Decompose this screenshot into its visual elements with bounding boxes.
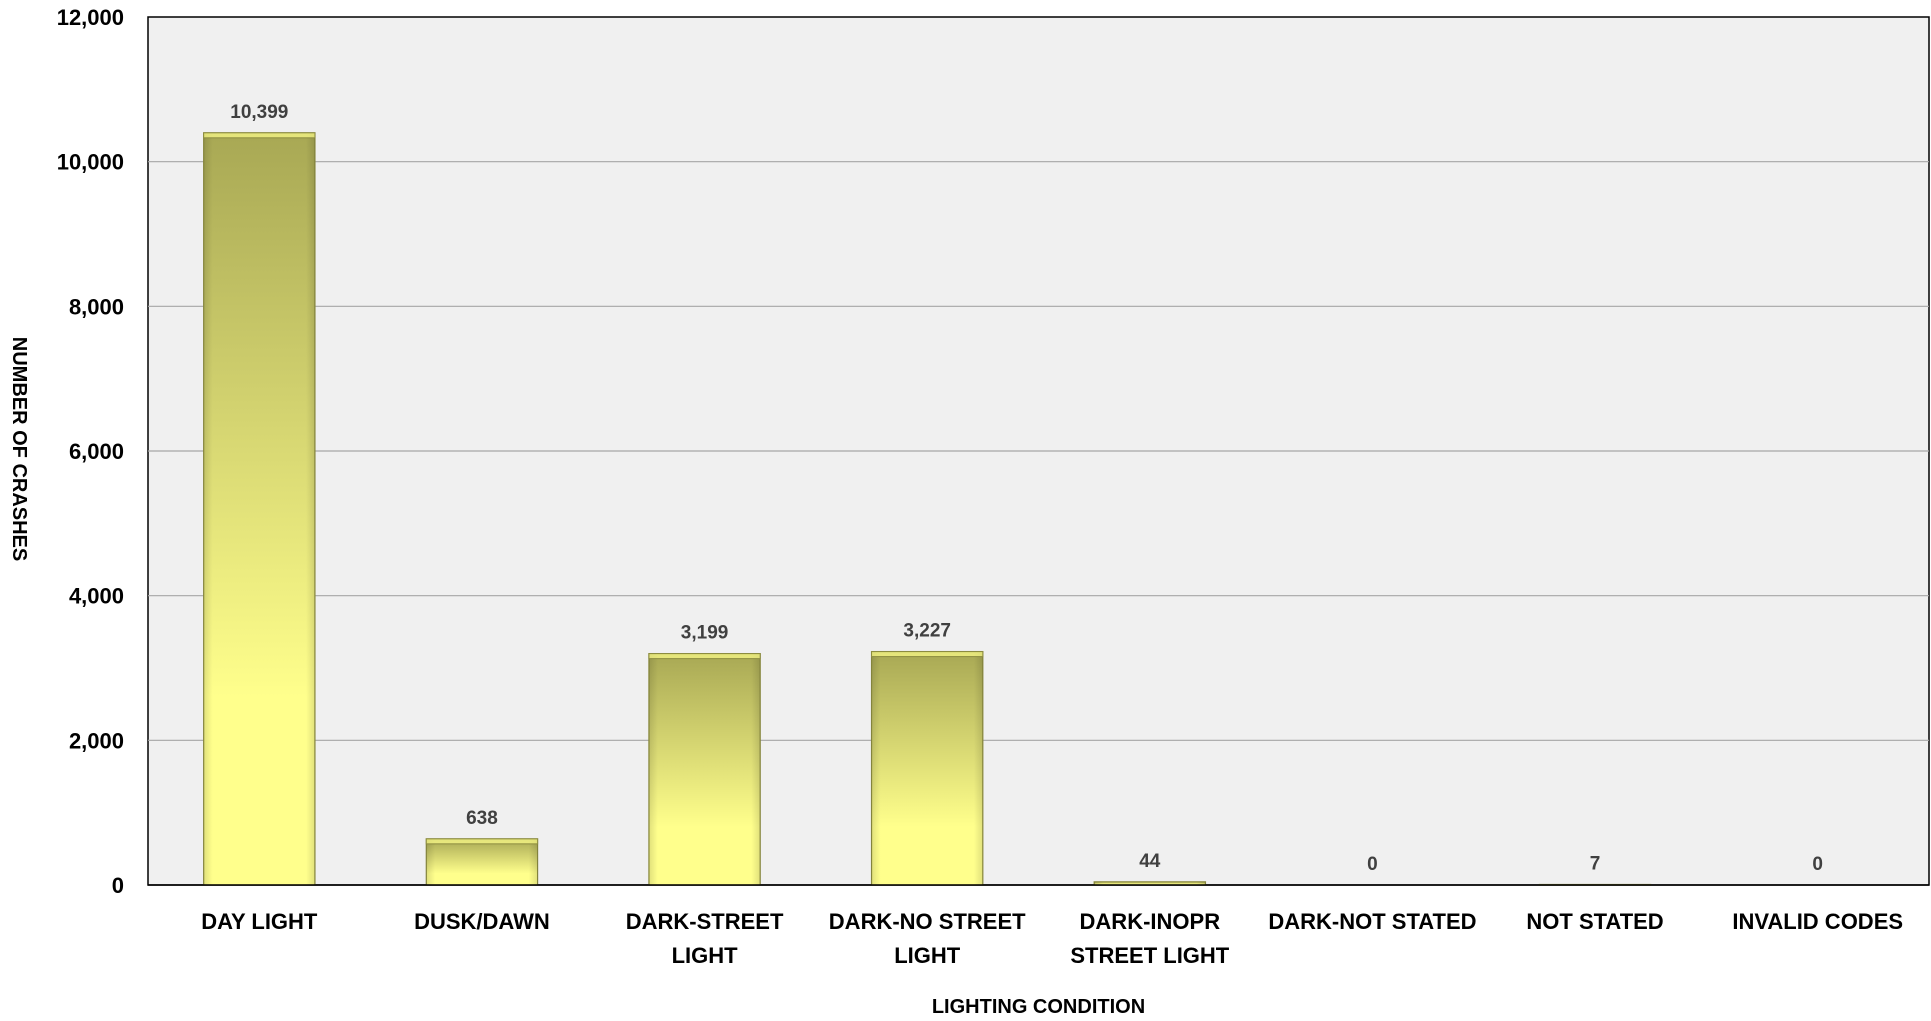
x-tick-label: DARK-STREET LIGHT bbox=[626, 909, 784, 968]
x-tick-label: DARK-INOPR STREET LIGHT bbox=[1070, 909, 1229, 968]
bar-shading bbox=[203, 132, 315, 885]
y-tick-label: 10,000 bbox=[57, 150, 124, 175]
bar-shading bbox=[871, 651, 983, 885]
data-label: 10,399 bbox=[230, 102, 288, 123]
y-tick-label: 8,000 bbox=[69, 294, 124, 319]
bar-top-cap bbox=[871, 651, 984, 658]
x-tick-label: INVALID CODES bbox=[1732, 909, 1903, 934]
y-tick-label: 2,000 bbox=[69, 728, 124, 753]
x-tick-label: DAY LIGHT bbox=[201, 909, 318, 934]
data-label: 0 bbox=[1367, 854, 1378, 875]
bar-top-cap bbox=[203, 132, 316, 139]
data-label: 0 bbox=[1812, 854, 1823, 875]
bar-top-cap bbox=[425, 838, 539, 845]
y-tick-label: 6,000 bbox=[69, 439, 124, 464]
bar-shading bbox=[426, 838, 538, 885]
data-label: 3,199 bbox=[681, 623, 729, 644]
bar-shading bbox=[1094, 881, 1206, 885]
y-axis-title: NUMBER OF CRASHES bbox=[8, 337, 30, 561]
bar-shading bbox=[648, 653, 761, 885]
x-tick-label: NOT STATED bbox=[1526, 909, 1663, 934]
data-label: 44 bbox=[1139, 851, 1161, 872]
data-label: 638 bbox=[466, 808, 498, 829]
x-tick-label: DUSK/DAWN bbox=[414, 909, 550, 934]
y-tick-label: 12,000 bbox=[57, 5, 124, 30]
data-label: 3,227 bbox=[903, 621, 951, 642]
x-tick-label: DARK-NO STREET LIGHT bbox=[829, 909, 1026, 968]
y-tick-label: 4,000 bbox=[69, 584, 124, 609]
bar-top-cap bbox=[648, 653, 761, 660]
y-tick-label: 0 bbox=[112, 873, 124, 898]
x-tick-label: DARK-NOT STATED bbox=[1268, 909, 1476, 934]
x-axis-title: LIGHTING CONDITION bbox=[932, 996, 1145, 1018]
data-label: 7 bbox=[1590, 853, 1601, 874]
